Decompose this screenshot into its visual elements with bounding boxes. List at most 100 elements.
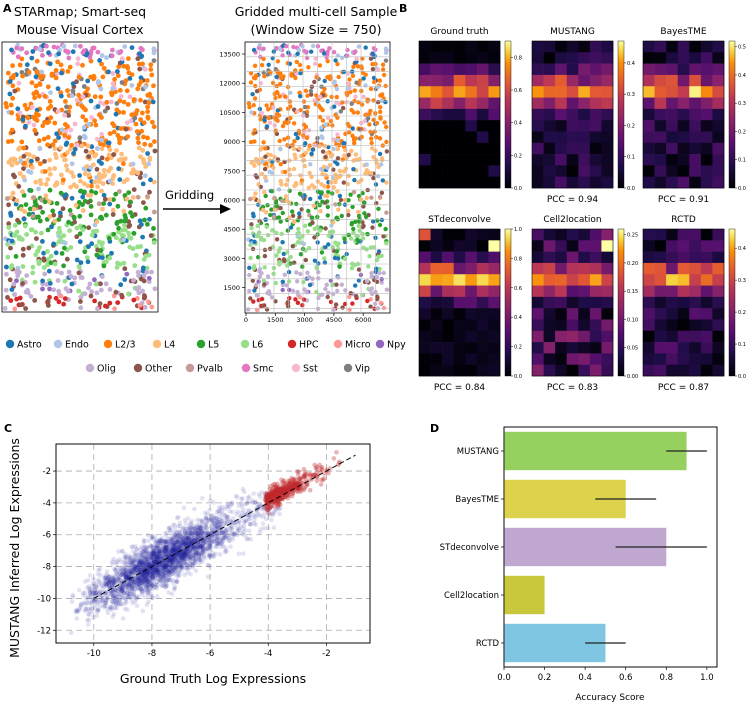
- cell-point: [353, 49, 358, 54]
- cell-point: [136, 145, 142, 151]
- cell-point: [371, 155, 376, 160]
- cell-point: [357, 228, 362, 233]
- scatter-point: [160, 561, 166, 566]
- cell-point: [33, 179, 39, 185]
- heatmap-cell: [601, 131, 614, 144]
- cell-point: [353, 136, 358, 141]
- cell-point: [147, 216, 152, 222]
- cell-point: [355, 209, 361, 215]
- cell-point: [115, 219, 120, 225]
- heatmap-cell: [532, 142, 544, 155]
- cell-point: [322, 260, 328, 265]
- cell-point: [86, 285, 91, 291]
- heatmap-cell: [578, 131, 591, 144]
- cell-point: [148, 67, 154, 72]
- cell-point: [125, 56, 131, 61]
- cell-point: [325, 150, 330, 156]
- cell-point: [347, 77, 352, 82]
- cell-point: [318, 94, 323, 100]
- scatter-point: [107, 584, 113, 590]
- heatmap-cell: [476, 52, 489, 64]
- cell-point: [78, 43, 83, 49]
- heatmap-cell: [677, 120, 690, 132]
- cell-point: [107, 197, 113, 202]
- scatter-point: [170, 537, 176, 543]
- cell-point: [136, 285, 142, 290]
- cell-point: [145, 114, 151, 120]
- heatmap-cell: [488, 41, 501, 53]
- cell-point: [67, 64, 73, 70]
- cell-point: [74, 184, 79, 190]
- cell-point: [279, 198, 285, 203]
- cell-point: [96, 158, 102, 164]
- cell-point: [108, 99, 114, 105]
- cell-point: [321, 164, 327, 169]
- scatter-point: [195, 531, 201, 537]
- heatmap-cell: [488, 63, 501, 76]
- heatmap-cell: [419, 296, 431, 309]
- heatmap-cell: [465, 176, 478, 189]
- heatmap-cell: [689, 165, 702, 177]
- heatmap-cell: [543, 240, 556, 252]
- cell-point: [323, 286, 328, 292]
- x-tick-label: 6000: [355, 316, 372, 324]
- cell-point: [302, 287, 307, 292]
- heatmap-cell: [488, 262, 501, 275]
- cell-map-gridded: [244, 41, 391, 314]
- cell-point: [273, 280, 279, 286]
- scatter-point: [108, 605, 113, 611]
- cell-point: [339, 213, 344, 219]
- cell-point: [346, 208, 351, 214]
- heatmap-cell: [488, 364, 501, 377]
- heatmap-cell: [700, 319, 713, 332]
- heatmap-cell: [689, 142, 702, 155]
- scatter-point: [199, 544, 204, 549]
- cell-point: [40, 278, 45, 284]
- cell-point: [99, 216, 105, 222]
- heatmap-cell: [589, 285, 602, 298]
- heatmap-cell: [543, 296, 556, 309]
- legend-item: Pvalb: [185, 364, 223, 375]
- cell-point: [67, 228, 72, 234]
- cell-point: [99, 155, 105, 161]
- heatmap-cell: [578, 74, 591, 87]
- heatmap-cell: [666, 176, 679, 189]
- cell-point: [34, 58, 40, 64]
- heatmap-cell: [465, 165, 478, 177]
- cell-point: [28, 170, 34, 175]
- cell-point: [342, 236, 347, 242]
- cell-point: [32, 127, 38, 133]
- cell-point: [345, 47, 350, 53]
- cell-point: [264, 178, 269, 183]
- cell-point: [126, 190, 132, 196]
- cell-point: [53, 250, 59, 256]
- cell-point: [52, 120, 58, 126]
- scatter-point: [232, 522, 238, 528]
- cell-point: [139, 222, 144, 227]
- cell-point: [323, 154, 328, 160]
- cell-point: [20, 246, 26, 252]
- cell-point: [86, 225, 92, 231]
- cell-point: [282, 159, 287, 165]
- cell-point: [83, 117, 89, 123]
- cell-point: [378, 109, 383, 115]
- cell-point: [323, 122, 328, 127]
- cell-point: [379, 162, 384, 167]
- heatmap-cell: [700, 41, 713, 53]
- x-tick-label: 4500: [326, 316, 343, 324]
- cell-point: [259, 171, 265, 177]
- cell-point: [118, 49, 124, 54]
- scatter-point: [177, 520, 183, 526]
- heatmap-cell: [689, 319, 702, 332]
- cell-point: [88, 193, 94, 198]
- cell-point: [306, 147, 311, 152]
- cell-point: [109, 250, 114, 256]
- heatmap-cell: [677, 240, 690, 252]
- cell-point: [264, 307, 270, 312]
- scatter-point: [173, 554, 179, 559]
- cell-point: [249, 222, 254, 227]
- heatmap-cell: [465, 296, 478, 309]
- cell-point: [136, 140, 141, 146]
- cell-point: [99, 188, 104, 194]
- heatmap-cell: [578, 120, 591, 132]
